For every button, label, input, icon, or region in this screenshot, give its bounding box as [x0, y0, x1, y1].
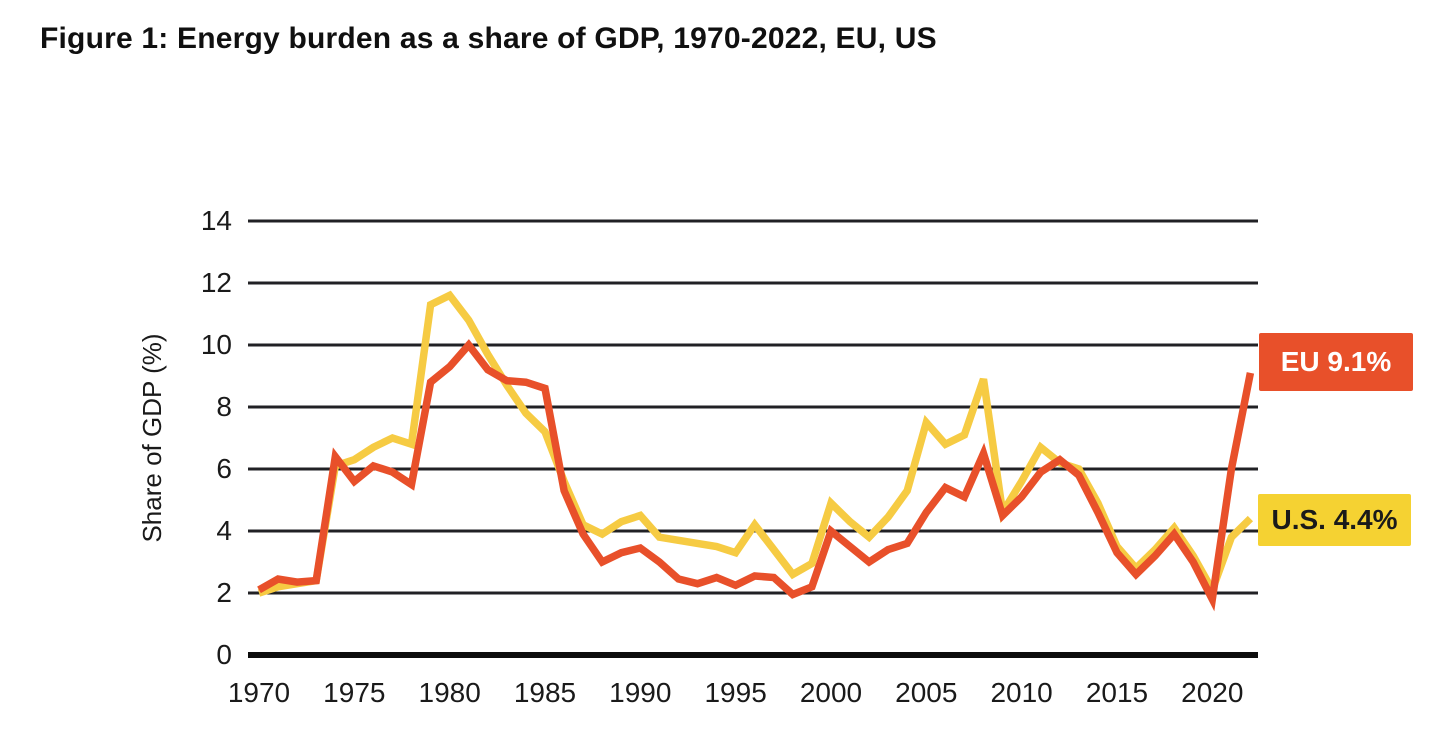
eu-line [257, 339, 1255, 612]
y-tick-label-6: 6 [216, 453, 232, 484]
figure-title: Figure 1: Energy burden as a share of GD… [40, 22, 937, 55]
x-tick-label-1995: 1995 [704, 677, 767, 708]
x-tick-label-1990: 1990 [609, 677, 672, 708]
x-tick-label-1975: 1975 [323, 677, 386, 708]
us-series-end-label: U.S. 4.4% [1258, 494, 1411, 546]
x-tick-label-1980: 1980 [418, 677, 481, 708]
x-tick-label-2020: 2020 [1181, 677, 1244, 708]
x-tick-label-2010: 2010 [990, 677, 1053, 708]
x-tick-label-2005: 2005 [895, 677, 958, 708]
y-tick-label-10: 10 [200, 329, 232, 360]
eu-series-end-label: EU 9.1% [1259, 333, 1413, 391]
y-axis-title: Share of GDP (%) [137, 333, 167, 543]
y-tick-label-0: 0 [216, 639, 232, 670]
x-tick-label-1985: 1985 [513, 677, 577, 708]
us-line [257, 290, 1254, 599]
x-tick-label-2015: 2015 [1085, 677, 1149, 708]
y-tick-label-2: 2 [216, 577, 232, 608]
x-tick-label-2000: 2000 [799, 677, 863, 708]
y-tick-label-8: 8 [216, 391, 232, 422]
x-tick-label-1970: 1970 [227, 677, 291, 708]
y-tick-label-14: 14 [200, 205, 232, 236]
series-lines [257, 290, 1255, 612]
y-tick-label-4: 4 [216, 515, 232, 546]
y-tick-label-12: 12 [200, 267, 232, 298]
